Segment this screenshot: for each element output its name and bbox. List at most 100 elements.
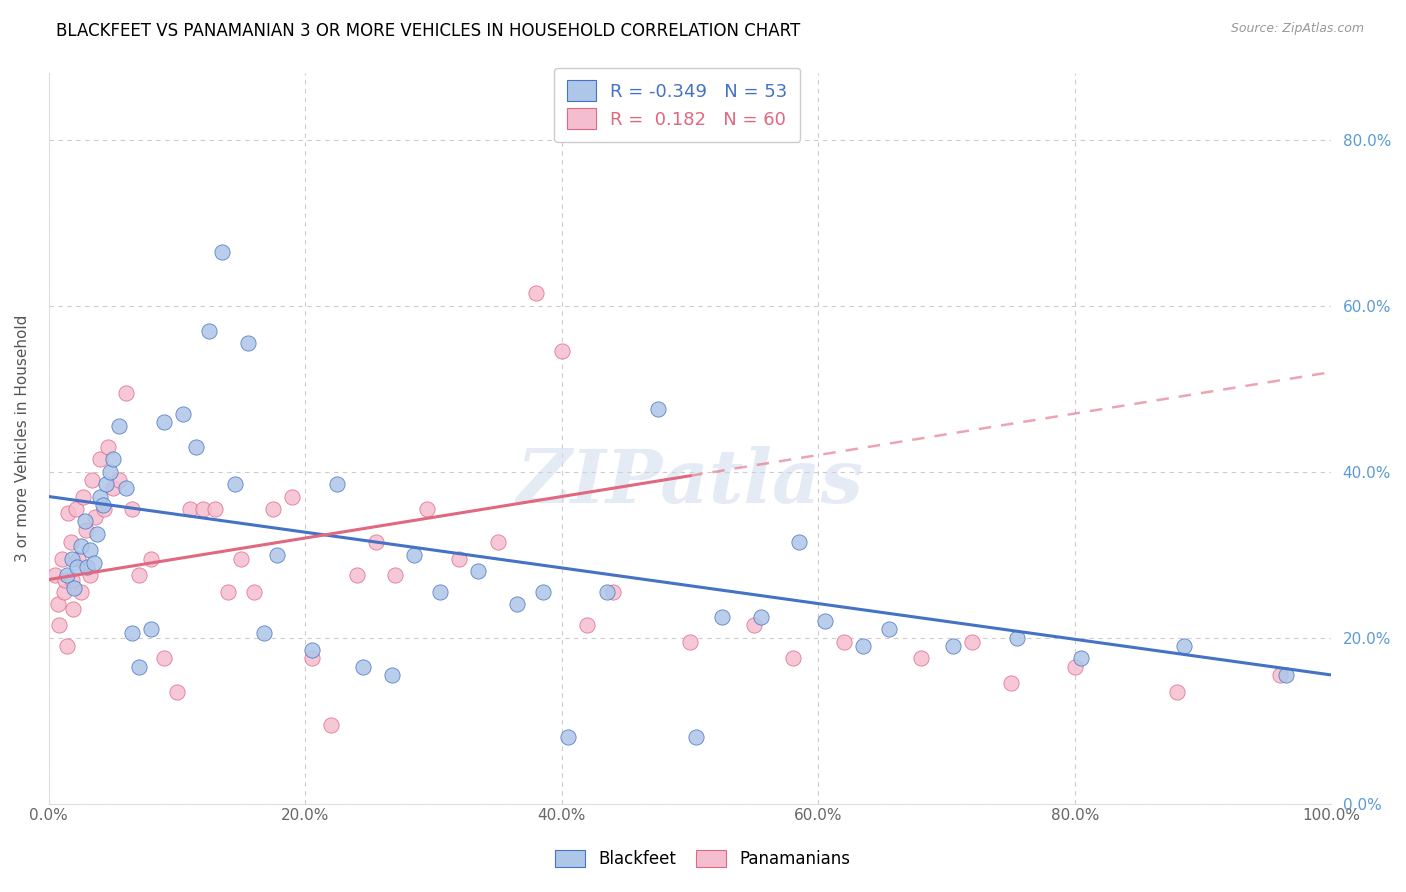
Point (44, 568, 66, 582)
Point (429, 585, 451, 599)
Point (89, 452, 111, 467)
Point (217, 585, 239, 599)
Point (198, 324, 221, 338)
Point (91, 498, 114, 512)
Point (1070, 651, 1092, 665)
Point (1166, 684, 1188, 698)
Point (172, 407, 194, 421)
Point (86, 527, 108, 541)
Point (557, 730, 579, 744)
Point (742, 618, 765, 632)
Point (63, 581, 86, 595)
Point (60, 573, 83, 587)
Point (486, 535, 509, 549)
Point (79, 568, 101, 582)
Point (75, 523, 97, 537)
Point (114, 481, 136, 495)
Point (66, 560, 89, 574)
Point (153, 415, 176, 429)
Point (46, 598, 69, 612)
Point (128, 659, 150, 673)
Point (62, 601, 84, 615)
Point (211, 244, 233, 259)
Point (69, 585, 91, 599)
Point (1268, 668, 1291, 682)
Point (832, 634, 855, 648)
Point (236, 336, 259, 351)
Y-axis label: 3 or more Vehicles in Household: 3 or more Vehicles in Household (15, 315, 30, 562)
Point (98, 465, 121, 479)
Point (153, 651, 176, 665)
Point (596, 585, 619, 599)
Point (121, 502, 143, 516)
Point (93, 502, 115, 516)
Point (114, 385, 136, 400)
Point (711, 610, 734, 624)
Point (301, 643, 323, 657)
Point (942, 639, 965, 653)
Point (319, 718, 342, 732)
Point (65, 502, 87, 516)
Point (326, 477, 349, 491)
Point (101, 452, 124, 467)
Point (1275, 668, 1298, 682)
Point (59, 535, 82, 549)
Point (101, 481, 124, 495)
Point (141, 623, 163, 637)
Point (364, 535, 387, 549)
Legend: Blackfeet, Panamanians: Blackfeet, Panamanians (548, 843, 858, 875)
Point (852, 639, 875, 653)
Point (60, 551, 83, 566)
Point (73, 515, 96, 529)
Point (253, 626, 276, 640)
Point (1063, 659, 1085, 673)
Point (108, 419, 131, 434)
Point (69, 539, 91, 553)
Point (1005, 631, 1028, 645)
Point (48, 618, 70, 632)
Point (416, 502, 439, 516)
Point (72, 490, 94, 504)
Point (204, 502, 226, 516)
Point (602, 585, 624, 599)
Point (782, 651, 804, 665)
Point (384, 568, 406, 582)
Point (1000, 676, 1022, 690)
Point (576, 618, 599, 632)
Point (1173, 639, 1195, 653)
Point (82, 473, 104, 487)
Point (224, 477, 246, 491)
Point (55, 568, 77, 582)
Text: Source: ZipAtlas.com: Source: ZipAtlas.com (1230, 22, 1364, 36)
Point (679, 634, 702, 648)
Point (524, 286, 547, 301)
Point (531, 585, 554, 599)
Point (551, 344, 574, 359)
Point (166, 684, 188, 698)
Point (962, 634, 984, 648)
Point (89, 490, 111, 504)
Point (381, 668, 404, 682)
Point (83, 556, 105, 570)
Point (266, 548, 288, 562)
Point (231, 551, 253, 566)
Point (262, 502, 284, 516)
Point (346, 568, 368, 582)
Point (352, 659, 374, 673)
Point (108, 473, 131, 487)
Point (56, 506, 79, 520)
Point (281, 490, 304, 504)
Point (55, 573, 77, 587)
Point (910, 651, 932, 665)
Point (179, 502, 201, 516)
Point (467, 564, 489, 578)
Point (877, 623, 900, 637)
Point (79, 543, 101, 558)
Point (97, 440, 120, 454)
Text: BLACKFEET VS PANAMANIAN 3 OR MORE VEHICLES IN HOUSEHOLD CORRELATION CHART: BLACKFEET VS PANAMANIAN 3 OR MORE VEHICL… (56, 22, 800, 40)
Point (506, 598, 529, 612)
Point (96, 477, 118, 491)
Point (404, 548, 426, 562)
Point (128, 568, 150, 582)
Point (121, 626, 143, 640)
